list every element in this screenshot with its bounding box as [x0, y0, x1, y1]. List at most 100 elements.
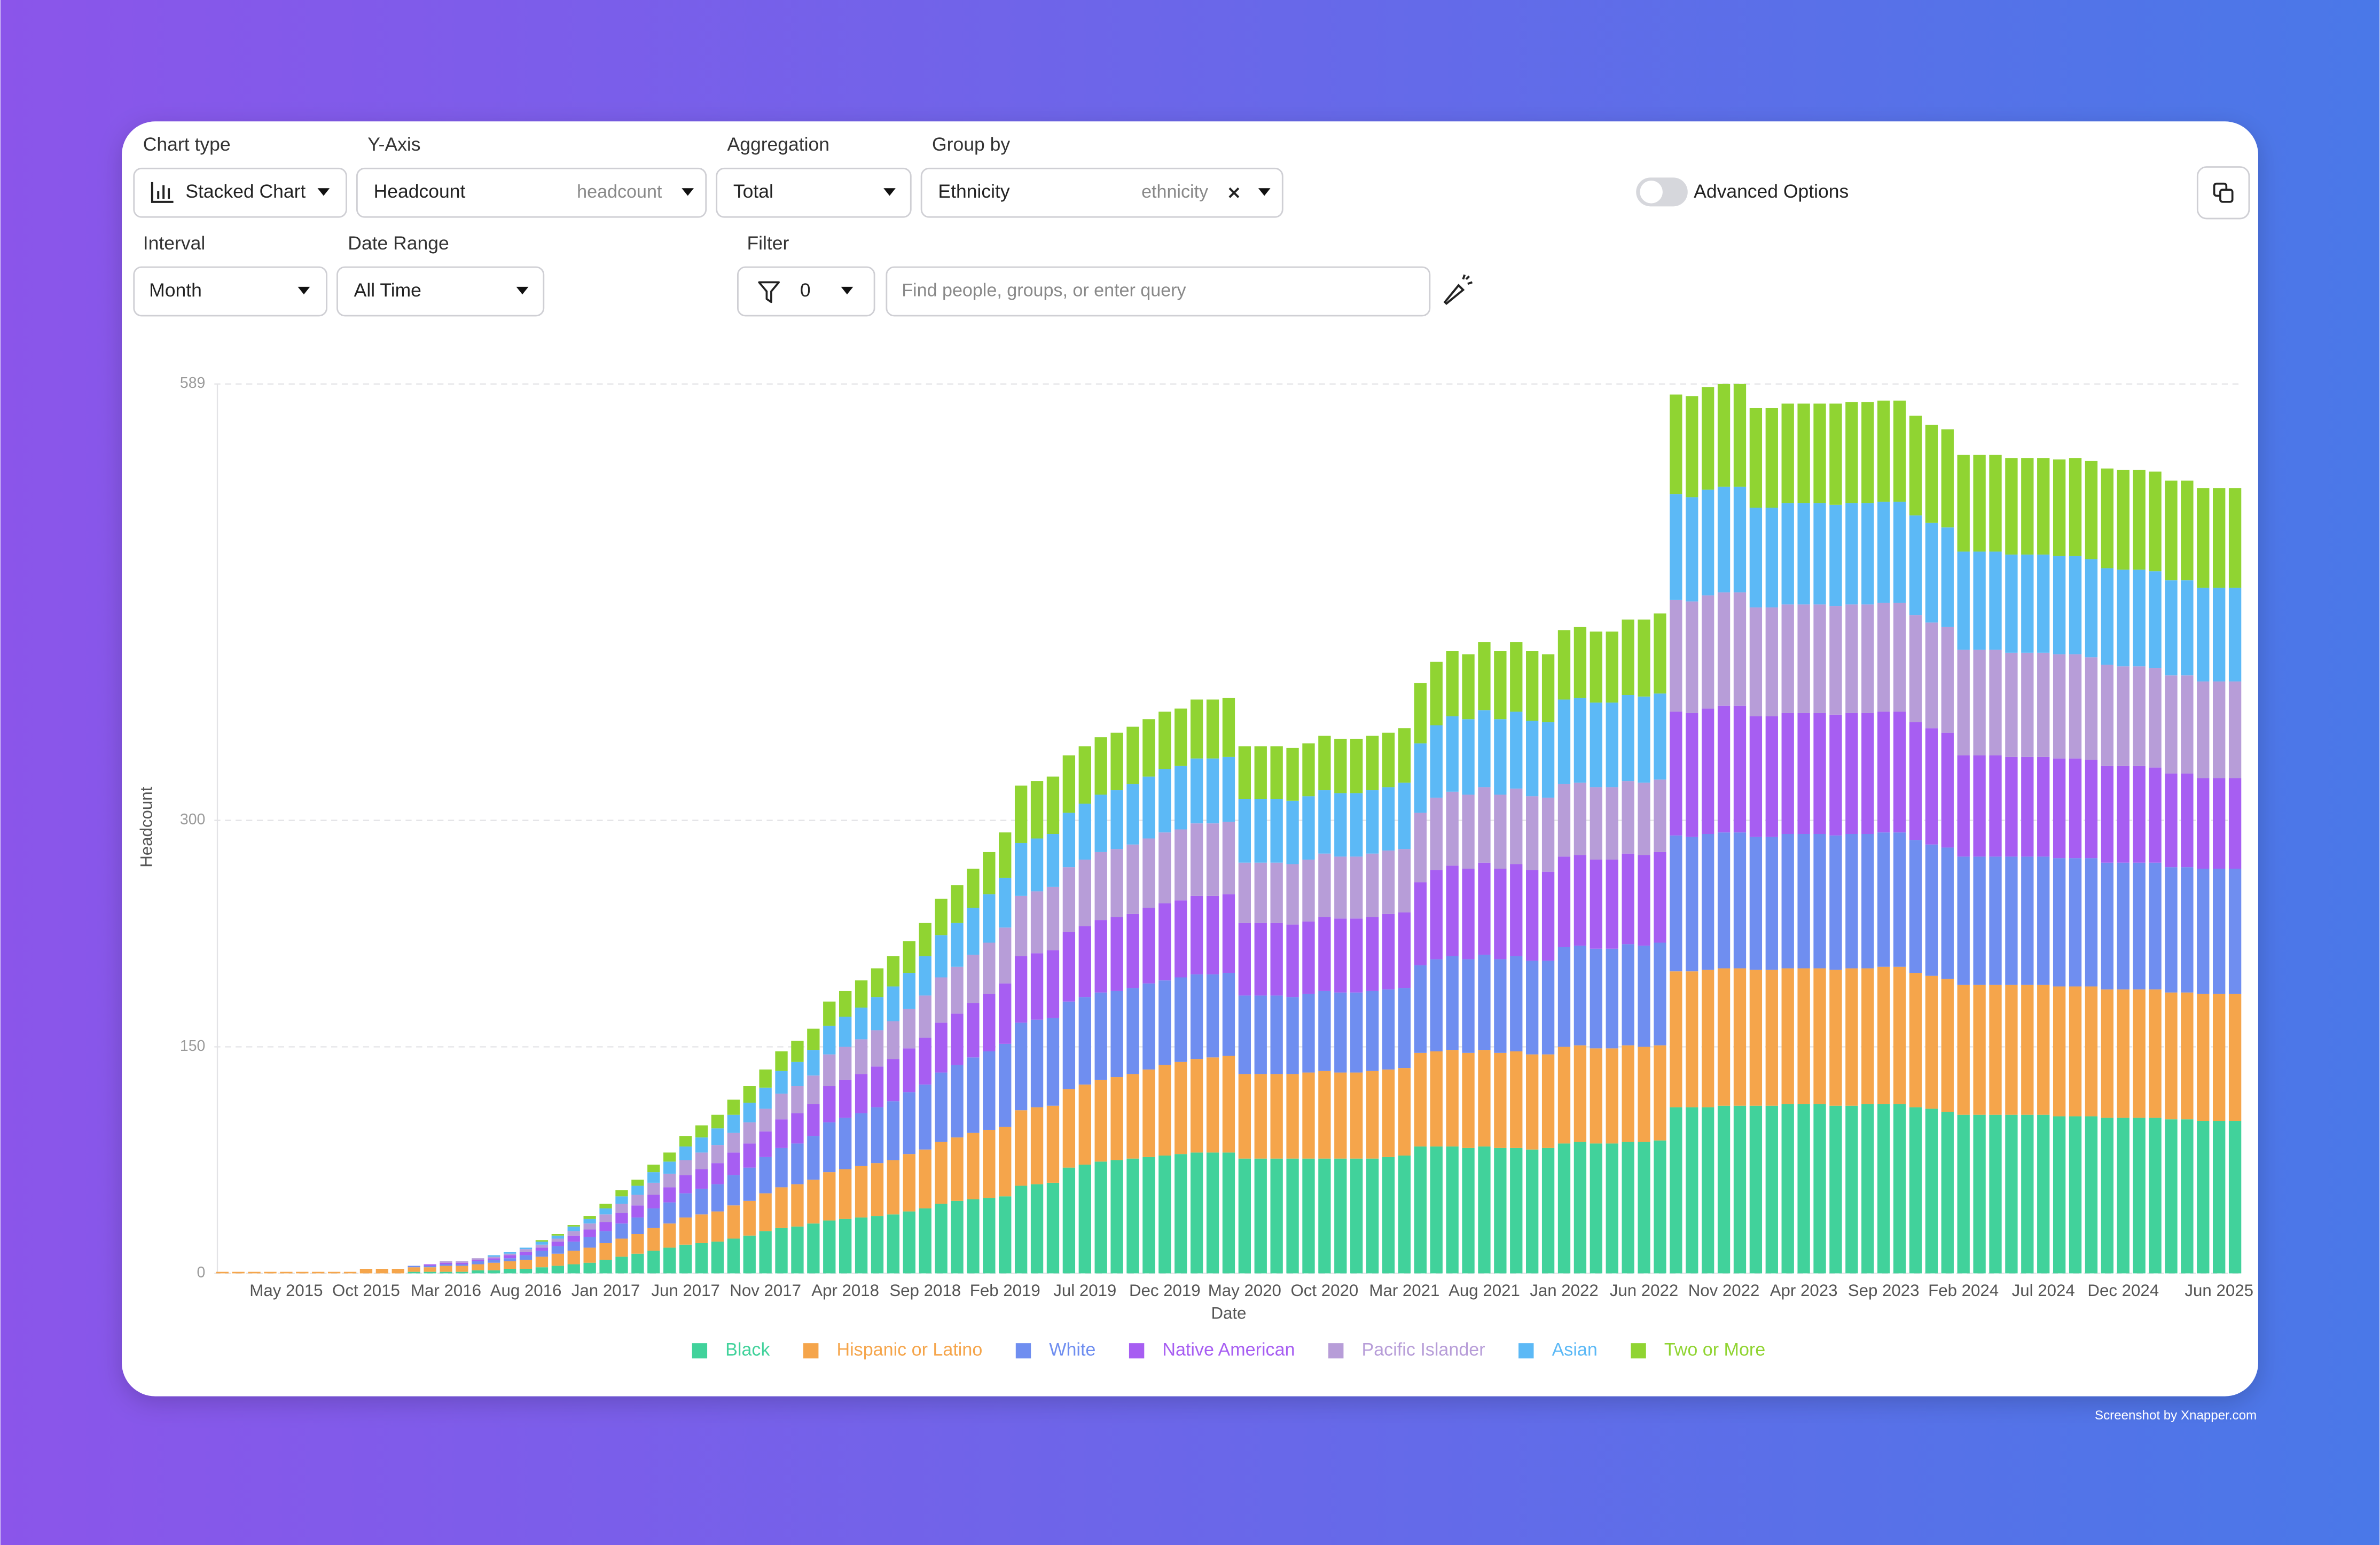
bar-segment: [1142, 983, 1155, 1070]
bar-segment: [679, 1193, 692, 1218]
bar-segment: [1541, 722, 1555, 798]
bar-segment: [855, 980, 868, 1008]
query-input[interactable]: [886, 266, 1431, 317]
bar-segment: [1877, 832, 1890, 967]
bar-segment: [999, 927, 1012, 984]
bar-segment: [631, 1253, 644, 1274]
bar-segment: [2053, 1116, 2066, 1274]
bar-segment: [424, 1267, 436, 1272]
bar-segment: [679, 1160, 692, 1175]
bar-segment: [1701, 970, 1714, 1107]
bar-segment: [1781, 834, 1794, 969]
bar-segment: [1765, 408, 1778, 508]
bar-segment: [1366, 1158, 1379, 1274]
bar-segment: [1094, 1080, 1107, 1162]
bar-segment: [1254, 862, 1267, 923]
select-value: Total: [733, 181, 773, 202]
bar-segment: [1733, 384, 1747, 487]
bar-segment: [440, 1262, 452, 1265]
aggregation-select[interactable]: [716, 167, 912, 218]
bar-segment: [1797, 604, 1810, 713]
bar-segment: [1829, 970, 1842, 1106]
bar-segment: [1654, 693, 1666, 780]
bar-segment: [2101, 989, 2114, 1118]
bar-segment: [535, 1242, 549, 1245]
date-range-select[interactable]: [336, 266, 545, 317]
bar-segment: [1446, 1146, 1459, 1274]
bar-segment: [2181, 992, 2194, 1120]
bar-segment: [1286, 800, 1299, 864]
bar-segment: [1398, 912, 1411, 988]
bar-segment: [1701, 489, 1714, 596]
bar-segment: [1206, 974, 1219, 1058]
bar-segment: [1957, 455, 1970, 552]
bar-segment: [2005, 458, 2018, 555]
bar-segment: [823, 1172, 836, 1221]
bar-segment: [1686, 837, 1698, 972]
bar-segment: [2133, 989, 2146, 1118]
bar-segment: [1654, 779, 1666, 852]
bar-segment: [775, 1228, 788, 1274]
bar-segment: [2117, 766, 2130, 863]
bar-segment: [583, 1219, 596, 1224]
legend-item: White: [1015, 1339, 1095, 1360]
bar-segment: [535, 1257, 549, 1268]
bar-segment: [2133, 862, 2146, 990]
bar-segment: [424, 1264, 436, 1266]
bar-segment: [663, 1223, 676, 1248]
bar-segment: [1094, 992, 1107, 1080]
bar-segment: [1078, 926, 1091, 997]
bar-segment: [1334, 992, 1347, 1073]
bar-segment: [1110, 1077, 1123, 1160]
bar-segment: [1382, 989, 1395, 1070]
bar-segment: [408, 1271, 420, 1274]
bar-segment: [1925, 728, 1938, 845]
bar-segment: [1925, 1109, 1938, 1274]
bar-segment: [1254, 1158, 1267, 1274]
bar-segment: [1078, 803, 1091, 860]
wand-icon[interactable]: [1443, 274, 1473, 305]
bar-segment: [1462, 654, 1475, 720]
filter-select[interactable]: [737, 266, 875, 317]
bar-segment: [519, 1255, 533, 1260]
legend-item: Hispanic or Latino: [803, 1339, 982, 1360]
bar-segment: [919, 1208, 931, 1274]
bar-segment: [1733, 968, 1747, 1106]
clear-button[interactable]: [1228, 187, 1240, 198]
bar-segment: [2005, 652, 2018, 757]
bar-segment: [1190, 699, 1203, 759]
bar-segment: [327, 1271, 341, 1274]
chart-type-select[interactable]: [133, 167, 347, 218]
legend-label: Black: [725, 1339, 770, 1360]
bar-segment: [1222, 973, 1235, 1056]
bar-segment: [1845, 834, 1858, 969]
bar-segment: [1382, 850, 1395, 914]
bar-segment: [1014, 1185, 1028, 1274]
dropdown-arrow: [317, 188, 330, 196]
bar-segment: [551, 1234, 564, 1236]
bar-segment: [775, 1187, 788, 1228]
bar-segment: [791, 1184, 804, 1227]
bar-segment: [1334, 856, 1347, 919]
bar-segment: [1142, 838, 1155, 908]
legend-item: Black: [692, 1339, 770, 1360]
group-by-select[interactable]: [920, 167, 1283, 218]
bar-segment: [711, 1211, 724, 1242]
bar-segment: [1158, 832, 1171, 904]
interval-select[interactable]: [133, 266, 327, 317]
bar-segment: [2037, 555, 2050, 653]
bar-segment: [2197, 869, 2210, 994]
bar-segment: [1606, 860, 1618, 949]
bar-segment: [1526, 721, 1539, 797]
bar-segment: [903, 1154, 915, 1212]
bar-segment: [743, 1235, 756, 1274]
bar-segment: [567, 1242, 580, 1251]
y-axis-select[interactable]: [356, 167, 707, 218]
bar-segment: [1541, 1148, 1555, 1274]
legend-swatch: [1129, 1343, 1145, 1359]
bar-segment: [1654, 852, 1666, 943]
bar-segment: [1382, 914, 1395, 990]
bar-segment: [2197, 488, 2210, 588]
bar-segment: [823, 1122, 836, 1173]
bar-segment: [935, 1204, 948, 1274]
